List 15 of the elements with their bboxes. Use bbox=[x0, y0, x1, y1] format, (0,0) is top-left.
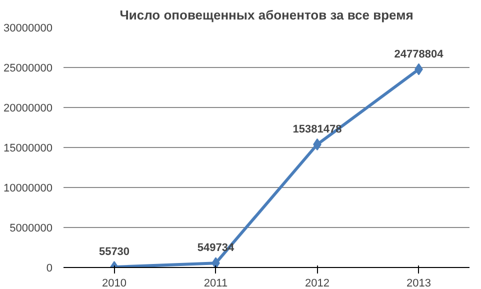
x-tick-label: 2013 bbox=[406, 278, 431, 289]
y-tick-label: 0 bbox=[46, 262, 53, 274]
x-tick-label: 2010 bbox=[102, 278, 126, 289]
y-tick-label: 30000000 bbox=[4, 22, 53, 34]
x-tick-label: 2012 bbox=[305, 278, 330, 289]
y-tick-label: 20000000 bbox=[4, 102, 53, 114]
y-tick-label: 10000000 bbox=[4, 182, 53, 194]
point bbox=[212, 257, 220, 268]
x-tick-label: 2011 bbox=[204, 278, 228, 289]
chart-title: Число оповещенных абонентов за все время bbox=[120, 8, 414, 22]
data-label: 55730 bbox=[98, 246, 130, 258]
data-label: 24778804 bbox=[394, 48, 444, 60]
y-tick-label: 5000000 bbox=[10, 222, 53, 234]
y-tick-label: 25000000 bbox=[4, 62, 53, 74]
y-tick-label: 15000000 bbox=[4, 142, 53, 154]
